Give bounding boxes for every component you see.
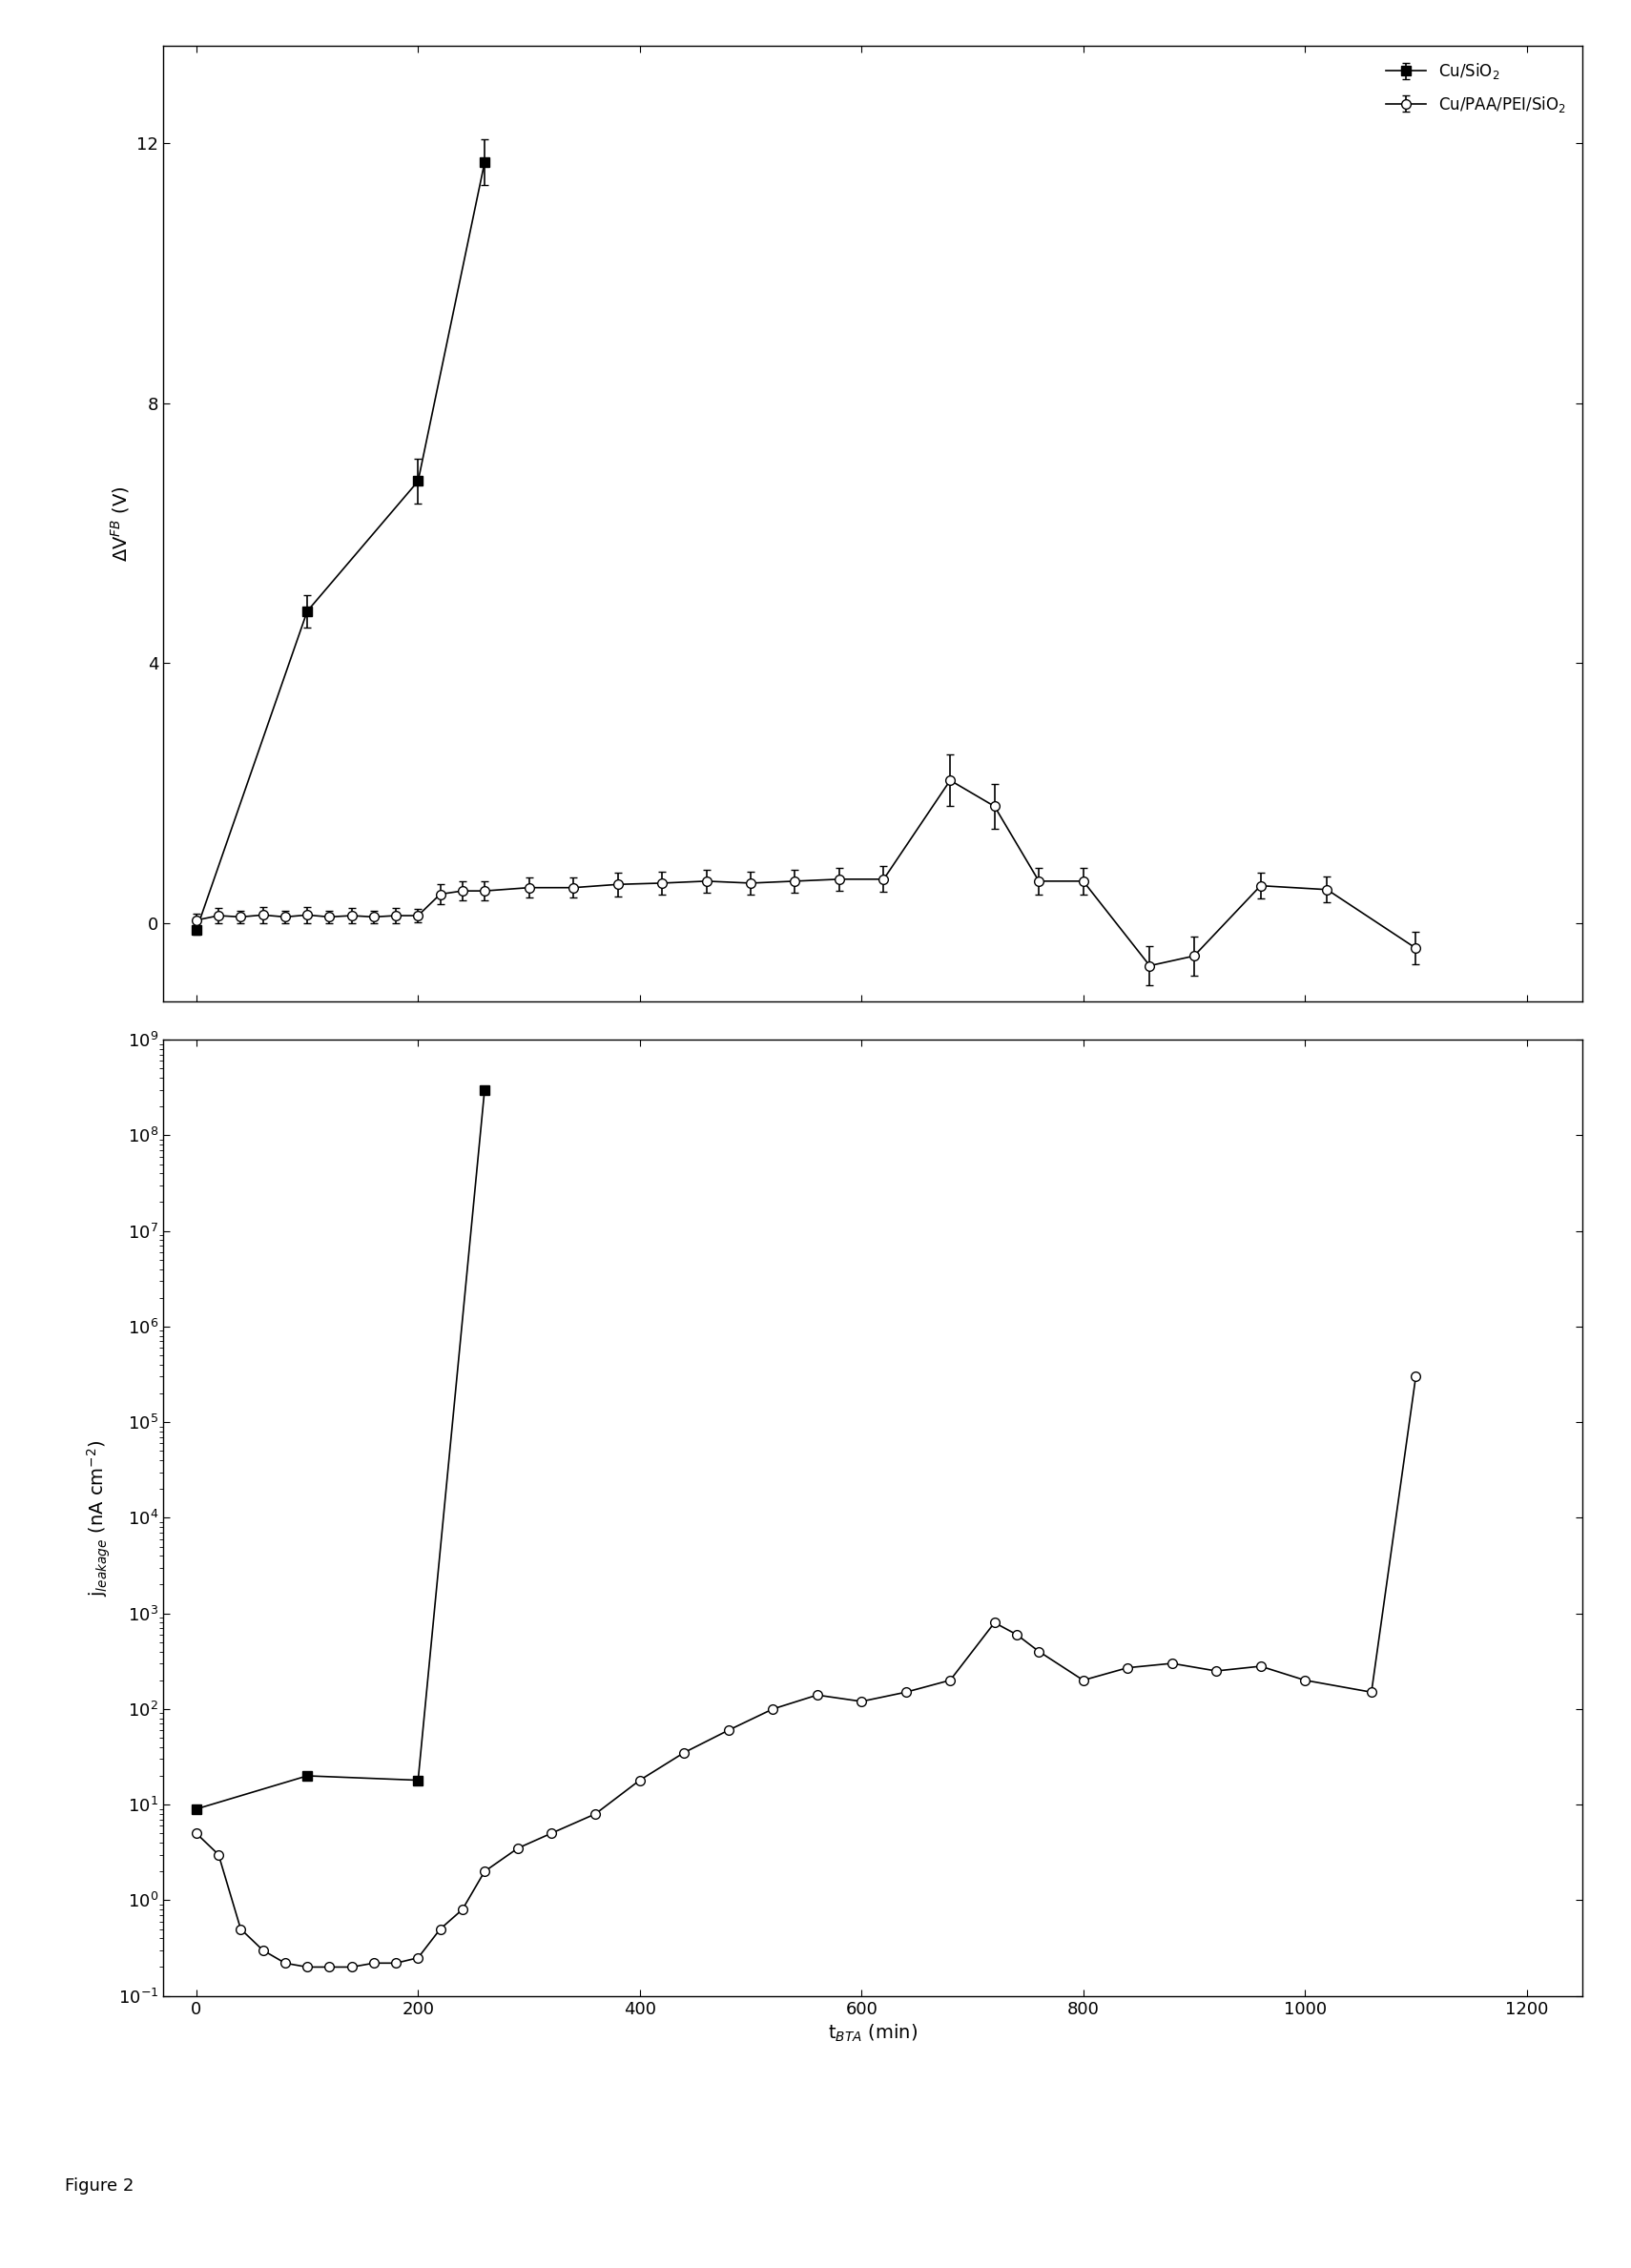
- Y-axis label: ΔV$^{FB}$ (V): ΔV$^{FB}$ (V): [109, 485, 132, 562]
- Y-axis label: j$_{leakage}$ (nA cm$^{-2}$): j$_{leakage}$ (nA cm$^{-2}$): [85, 1440, 113, 1597]
- Text: Figure 2: Figure 2: [65, 2177, 134, 2195]
- Legend: Cu/SiO$_2$, Cu/PAA/PEI/SiO$_2$: Cu/SiO$_2$, Cu/PAA/PEI/SiO$_2$: [1378, 54, 1574, 122]
- X-axis label: t$_{BTA}$ (min): t$_{BTA}$ (min): [829, 2023, 917, 2043]
